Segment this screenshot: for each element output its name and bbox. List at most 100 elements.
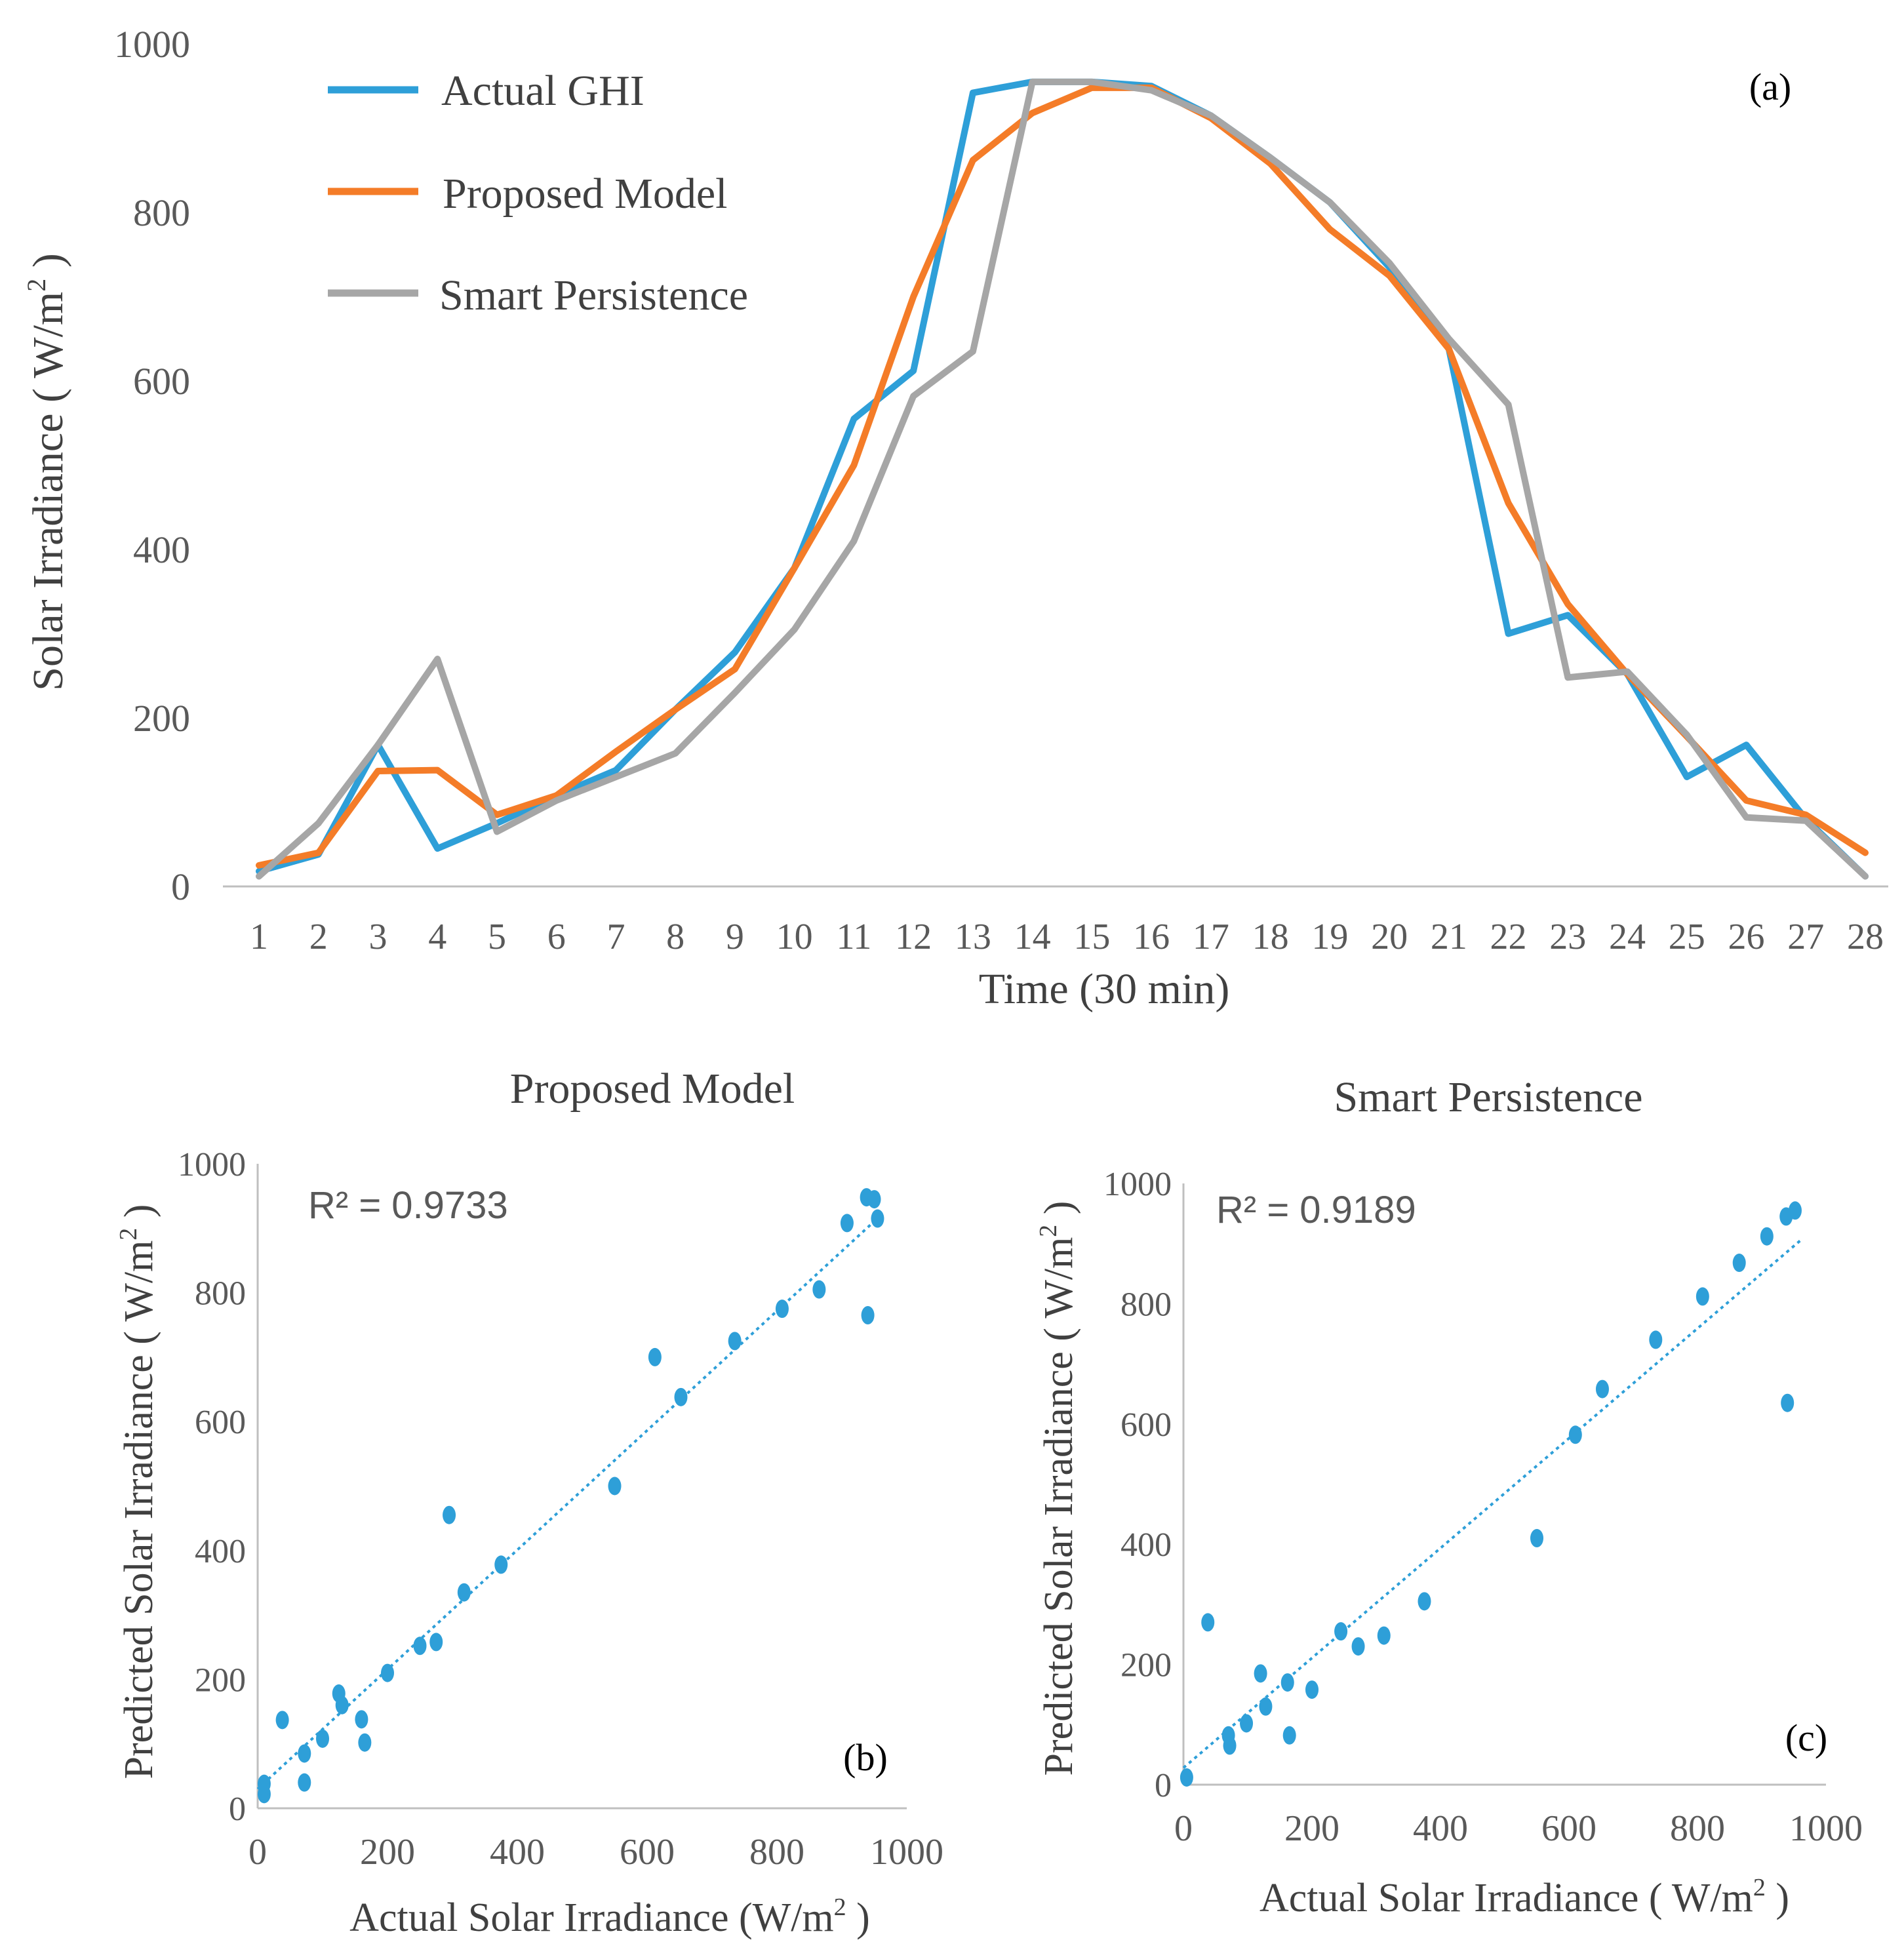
panel-a-label: (a): [1749, 66, 1791, 108]
panel-a-x-tick-9: 9: [726, 917, 744, 957]
panel-c-data-point: [1568, 1425, 1582, 1444]
panel-a-y-tick-200: 200: [133, 697, 190, 740]
panel-a-x-tick-2: 2: [309, 917, 328, 957]
panel-c-data-point: [1732, 1254, 1746, 1273]
panel-c-plot-area: [1180, 1201, 1802, 1787]
panel-b-y-tick-1000: 1000: [178, 1146, 246, 1183]
panel-b-label: (b): [843, 1736, 888, 1779]
panel-c-x-tick-0: 0: [1174, 1808, 1193, 1849]
panel-b-data-point: [358, 1733, 372, 1752]
panel-a-y-tick-labels: 0 200 400 600 800 1000: [114, 23, 190, 908]
panel-c-data-point: [1254, 1664, 1267, 1683]
panel-b-data-point: [443, 1505, 456, 1524]
panel-b-x-tick-800: 800: [749, 1832, 804, 1873]
panel-a-x-tick-23: 23: [1549, 917, 1586, 957]
panel-c-data-point: [1760, 1227, 1774, 1246]
panel-a-legend: Actual GHI Proposed Model Smart Persiste…: [328, 67, 748, 319]
legend-label-proposed-model: Proposed Model: [443, 170, 727, 218]
panel-a-x-tick-24: 24: [1609, 917, 1646, 957]
panel-c-y-tick-0: 0: [1155, 1767, 1172, 1804]
panel-c-label: (c): [1785, 1716, 1827, 1759]
panel-a-x-tick-5: 5: [488, 917, 506, 957]
panel-a-x-tick-1: 1: [250, 917, 268, 957]
panel-c-data-point: [1201, 1613, 1215, 1632]
panel-b-y-tick-400: 400: [195, 1533, 246, 1570]
panel-b-x-tick-400: 400: [490, 1832, 545, 1873]
panel-a-x-tick-11: 11: [836, 917, 871, 957]
panel-b-y-tick-200: 200: [195, 1661, 246, 1699]
panel-c-data-point: [1788, 1201, 1802, 1220]
panel-b-data-point: [728, 1332, 742, 1351]
panel-b-y-tick-0: 0: [229, 1791, 246, 1828]
panel-b-trendline: [256, 1214, 882, 1790]
panel-c-x-tick-600: 600: [1541, 1808, 1597, 1849]
panel-b-data-point: [316, 1729, 329, 1748]
panel-b-data-point: [355, 1710, 368, 1729]
panel-a-x-tick-19: 19: [1311, 917, 1348, 957]
panel-a-x-tick-14: 14: [1014, 917, 1051, 957]
panel-b-data-point: [608, 1477, 622, 1496]
panel-b-x-tick-200: 200: [360, 1832, 415, 1873]
legend-label-actual-ghi: Actual GHI: [441, 67, 645, 115]
panel-c-data-point: [1259, 1697, 1273, 1716]
panel-c-x-tick-200: 200: [1284, 1808, 1339, 1849]
panel-a-x-tick-15: 15: [1073, 917, 1110, 957]
panel-c-y-axis-title: Predicted Solar Irradiance ( W/m2 ): [1035, 1201, 1081, 1776]
panel-b-plot-area: [256, 1188, 884, 1804]
panel-a-x-tick-22: 22: [1490, 917, 1527, 957]
panel-b-tick-labels: 0 200 400 600 800 1000 0 200 400 600 800 1000: [178, 1146, 943, 1873]
panel-b-data-point: [335, 1696, 349, 1715]
panel-b-r-squared: R² = 0.9733: [308, 1184, 508, 1227]
panel-c-data-point: [1351, 1637, 1365, 1656]
panel-c-trendline: [1182, 1239, 1802, 1769]
panel-a-x-tick-labels: 1 2 3 4 5 6 7 8 9 10 11 12 13 14 15 16 17 18 19 20 21 22 23 24 2…: [250, 917, 1884, 957]
panel-a-x-tick-6: 6: [547, 917, 566, 957]
panel-b-data-point: [381, 1663, 394, 1682]
panel-a-x-tick-12: 12: [895, 917, 932, 957]
panel-a-y-tick-0: 0: [171, 865, 190, 908]
legend-label-smart-persistence: Smart Persistence: [439, 271, 748, 319]
panel-c-data-point: [1595, 1379, 1609, 1398]
panel-b-x-tick-1000: 1000: [870, 1832, 943, 1873]
panel-c-data-point: [1305, 1680, 1319, 1699]
panel-a-x-tick-27: 27: [1787, 917, 1824, 957]
panel-a-y-tick-800: 800: [133, 191, 190, 234]
panel-c-data-point: [1280, 1673, 1294, 1692]
panel-b-data-point: [812, 1280, 826, 1299]
panel-a-y-tick-400: 400: [133, 528, 190, 571]
panel-a-series-lines: [256, 78, 1869, 880]
panel-b-x-tick-0: 0: [248, 1832, 267, 1873]
panel-a-x-tick-17: 17: [1193, 917, 1229, 957]
panel-b-data-point: [275, 1711, 289, 1730]
panel-b-data-point: [457, 1583, 471, 1602]
panel-b-data-point: [840, 1214, 854, 1233]
panel-b-data-point: [429, 1633, 443, 1652]
panel-c-y-tick-400: 400: [1121, 1526, 1172, 1564]
panel-b-data-point: [298, 1773, 311, 1792]
panel-a-x-tick-26: 26: [1728, 917, 1765, 957]
panel-c-y-tick-600: 600: [1121, 1406, 1172, 1444]
panel-b-y-axis-title: Predicted Solar Irradiance ( W/m2 ): [115, 1204, 161, 1779]
panel-b-y-tick-600: 600: [195, 1404, 246, 1441]
panel-b-data-point: [648, 1347, 662, 1366]
panel-b-data-point: [298, 1744, 311, 1763]
panel-c-x-tick-800: 800: [1670, 1808, 1725, 1849]
panel-b-data-point: [867, 1190, 881, 1209]
panel-b-data-point: [674, 1387, 688, 1406]
panel-c-data-point: [1781, 1393, 1795, 1412]
panel-a-x-tick-3: 3: [368, 917, 387, 957]
panel-c-x-tick-1000: 1000: [1789, 1808, 1863, 1849]
panel-b-y-tick-800: 800: [195, 1275, 246, 1313]
panel-c-data-point: [1282, 1726, 1296, 1745]
panel-c-data-point: [1180, 1768, 1193, 1787]
panel-a-y-axis-title: Solar Irradiance ( W/m2 ): [22, 253, 72, 691]
panel-a-x-tick-7: 7: [606, 917, 625, 957]
panel-b-data-point: [494, 1555, 508, 1574]
panel-c-y-tick-800: 800: [1121, 1286, 1172, 1323]
panel-c-x-axis-title: Actual Solar Irradiance ( W/m2 ): [1259, 1874, 1789, 1920]
panel-a-x-tick-18: 18: [1252, 917, 1289, 957]
series-line-proposed-model: [256, 84, 1869, 869]
panel-c-data-point: [1240, 1714, 1254, 1733]
